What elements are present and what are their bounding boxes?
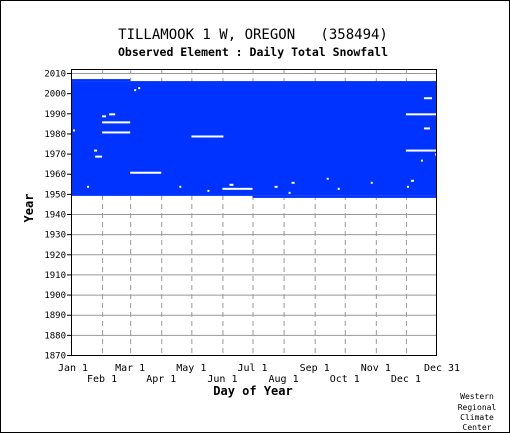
missing-segment bbox=[326, 177, 329, 180]
missing-segment bbox=[405, 149, 438, 152]
data-block-full-years bbox=[71, 81, 437, 196]
missing-segment bbox=[405, 113, 438, 116]
x-tick-label: Jul 1 bbox=[237, 363, 267, 374]
y-tick-label: 1950 bbox=[44, 190, 66, 200]
missing-segment bbox=[288, 191, 291, 194]
y-axis-label: Year bbox=[22, 194, 36, 223]
missing-segment bbox=[410, 179, 414, 182]
missing-segment bbox=[102, 121, 131, 124]
chart-subtitle: Observed Element : Daily Total Snowfall bbox=[118, 45, 388, 59]
missing-data-gaps bbox=[73, 87, 438, 194]
missing-segment bbox=[138, 87, 141, 90]
x-tick-label: May 1 bbox=[176, 363, 206, 374]
chart-title: TILLAMOOK 1 W, OREGON (358494) bbox=[118, 27, 388, 43]
y-tick-label: 1940 bbox=[44, 211, 66, 221]
missing-segment bbox=[130, 171, 162, 174]
missing-segment bbox=[191, 135, 224, 138]
axes bbox=[67, 69, 437, 356]
missing-segment bbox=[423, 97, 432, 100]
x-tick-label: Dec 1 bbox=[391, 374, 421, 385]
missing-segment bbox=[229, 183, 234, 186]
missing-segment bbox=[102, 131, 131, 134]
missing-segment bbox=[179, 185, 182, 188]
missing-segment bbox=[102, 115, 107, 118]
missing-segment bbox=[109, 113, 116, 116]
y-tick-labels: 1870 1880 1890 1900 1910 1920 1930 1940 1950 1960… bbox=[44, 70, 66, 362]
x-tick-label: Jan 1 bbox=[58, 363, 88, 374]
data-coverage-layer bbox=[71, 79, 438, 198]
missing-segment bbox=[291, 181, 295, 184]
data-block-last-year bbox=[71, 79, 131, 82]
y-tick-label: 2000 bbox=[44, 90, 66, 100]
x-axis-label: Day of Year bbox=[213, 384, 292, 398]
x-tick-label: Jun 1 bbox=[207, 374, 237, 385]
credit-line: Regional bbox=[458, 403, 497, 412]
axes-box bbox=[71, 69, 437, 356]
y-tick-label: 1890 bbox=[44, 311, 66, 321]
x-tick-label: Aug 1 bbox=[269, 374, 299, 385]
credit-line: Climate bbox=[460, 413, 494, 422]
y-tick-label: 1990 bbox=[44, 110, 66, 120]
missing-segment bbox=[94, 149, 98, 152]
x-tick-label: Dec 31 bbox=[424, 363, 460, 374]
missing-segment bbox=[134, 89, 137, 92]
x-tick-label: Oct 1 bbox=[330, 374, 360, 385]
x-tick-label: Feb 1 bbox=[87, 374, 117, 385]
missing-segment bbox=[420, 159, 423, 162]
missing-segment bbox=[95, 155, 103, 158]
missing-segment bbox=[207, 189, 210, 192]
data-block-first-year bbox=[252, 195, 438, 198]
y-tick-label: 1870 bbox=[44, 352, 66, 362]
missing-segment bbox=[337, 187, 340, 190]
x-tick-label: Apr 1 bbox=[146, 374, 176, 385]
missing-segment bbox=[73, 129, 76, 132]
missing-segment bbox=[370, 181, 373, 184]
y-tick-label: 1880 bbox=[44, 331, 66, 341]
missing-segment bbox=[222, 187, 253, 190]
y-tick-label: 2010 bbox=[44, 70, 66, 80]
y-tick-label: 1910 bbox=[44, 271, 66, 281]
x-tick-label: Nov 1 bbox=[361, 363, 391, 374]
y-tick-label: 1920 bbox=[44, 251, 66, 261]
missing-segment bbox=[423, 127, 430, 130]
credit-block: Western Regional Climate Center bbox=[458, 392, 497, 432]
y-tick-label: 1980 bbox=[44, 130, 66, 140]
y-tick-label: 1960 bbox=[44, 170, 66, 180]
x-tick-labels: Jan 1 Mar 1 May 1 Jul 1 Sep 1 Nov 1 Dec 31 Feb … bbox=[58, 363, 460, 385]
x-tick-label: Sep 1 bbox=[300, 363, 330, 374]
y-tick-label: 1900 bbox=[44, 291, 66, 301]
missing-segment bbox=[274, 185, 278, 188]
y-tick-label: 1970 bbox=[44, 150, 66, 160]
x-tick-label: Mar 1 bbox=[115, 363, 145, 374]
y-tick-label: 1930 bbox=[44, 231, 66, 241]
credit-line: Center bbox=[463, 423, 492, 432]
credit-line: Western bbox=[460, 392, 494, 401]
missing-segment bbox=[87, 185, 90, 188]
missing-segment bbox=[406, 185, 409, 188]
